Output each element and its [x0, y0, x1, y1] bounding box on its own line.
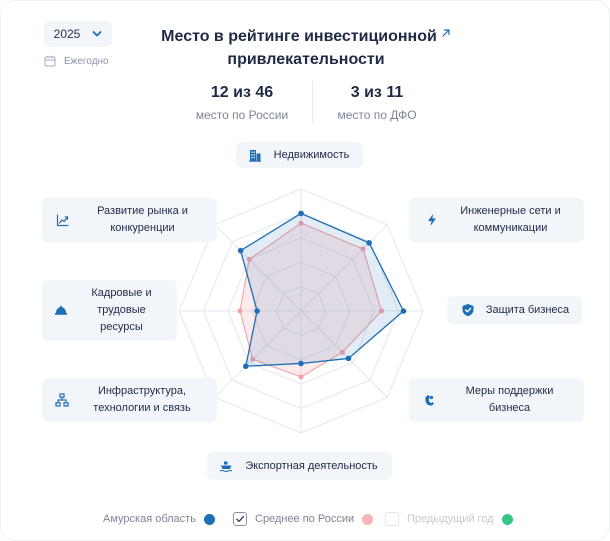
series-russia-avg-point-6 [250, 356, 256, 362]
external-link-icon[interactable] [441, 28, 451, 38]
category-protection[interactable]: Защита бизнеса [447, 296, 582, 324]
series-russia-avg-point-2 [360, 246, 366, 252]
category-infrastructure[interactable]: Инфраструктура, технологии и связь [42, 378, 217, 422]
lightning-icon [428, 214, 436, 226]
chart-legend: Амурская область Среднее по России Преды… [1, 510, 610, 528]
calendar-icon [44, 55, 56, 67]
series-russia-avg-point-1 [298, 220, 304, 226]
legend-prev-year-checkbox[interactable] [385, 512, 399, 526]
legend-russia-checkbox[interactable] [233, 512, 247, 526]
period-label: Ежегодно [44, 55, 109, 67]
stat-dfo-value: 3 из 11 [350, 84, 404, 101]
trend-chart-icon [56, 214, 69, 227]
series-region-point-8 [237, 247, 244, 254]
checkmark-icon [236, 515, 245, 523]
category-infrastructure-line1: Инфраструктура, [97, 385, 187, 397]
legend-russia-label: Среднее по России [255, 513, 355, 525]
series-russia-avg-point-3 [379, 308, 385, 314]
network-icon [55, 393, 69, 407]
category-hr[interactable]: Кадровые и трудовые ресурсы [42, 280, 177, 341]
ship-icon [219, 461, 233, 472]
legend-prev-year[interactable]: Предыдущий год [385, 510, 513, 528]
period-text: Ежегодно [64, 55, 109, 67]
radar-spoke-8 [214, 224, 302, 312]
category-engineering-line1: Инженерные сети и [460, 205, 561, 217]
series-region-point-1 [298, 210, 304, 217]
legend-russia-dot [362, 513, 374, 525]
page-title[interactable]: Место в рейтинге инвестиционной привлека… [151, 25, 461, 71]
category-market-line1: Развитие рынка и [97, 205, 188, 217]
category-hr-line1: Кадровые и [91, 287, 152, 299]
year-select[interactable]: 2025 [44, 21, 112, 47]
category-hr-line2: трудовые [97, 304, 146, 316]
building-icon [249, 150, 261, 162]
series-region-point-3 [400, 308, 407, 314]
legend-region-label: Амурская область [103, 513, 196, 525]
category-market-line2: конкуренции [110, 222, 175, 234]
category-infrastructure-line2: технологии и связь [93, 402, 191, 414]
legend-region-dot [203, 513, 215, 525]
category-export-label: Экспортная деятельность [245, 459, 378, 472]
category-engineering[interactable]: Инженерные сети и коммуникации [409, 198, 584, 242]
category-market[interactable]: Развитие рынка и конкуренции [42, 198, 217, 242]
series-russia-avg-point-5 [298, 374, 304, 380]
stat-divider [312, 81, 313, 123]
stat-russia-value: 12 из 46 [210, 84, 274, 101]
title-line1: Место в рейтинге инвестиционной [161, 28, 437, 45]
category-support[interactable]: Меры поддержки бизнеса [409, 378, 584, 422]
category-protection-label: Защита бизнеса [485, 303, 570, 316]
year-value: 2025 [53, 27, 81, 41]
series-russia-avg-point-7 [237, 308, 243, 314]
legend-region[interactable]: Амурская область [103, 510, 215, 528]
legend-prev-year-dot [501, 513, 513, 525]
radar-spoke-2 [300, 224, 388, 312]
series-region-point-2 [366, 240, 372, 246]
category-realty[interactable]: Недвижимость [236, 142, 363, 168]
stat-russia-label: место по России [195, 108, 289, 122]
hand-support-icon [425, 395, 434, 406]
series-region-point-6 [242, 363, 249, 370]
category-realty-label: Недвижимость [273, 148, 350, 161]
category-engineering-line2: коммуникации [473, 222, 548, 234]
title-line2: привлекательности [227, 51, 385, 68]
category-hr-line3: ресурсы [100, 321, 143, 333]
series-region-point-4 [345, 355, 352, 362]
series-region-point-7 [254, 308, 260, 314]
shield-icon [462, 304, 474, 317]
radar-spoke-6 [214, 310, 302, 398]
helmet-icon [55, 305, 67, 315]
legend-russia-avg[interactable]: Среднее по России [233, 510, 374, 528]
legend-prev-year-label: Предыдущий год [407, 513, 494, 525]
series-russia-avg-point-8 [246, 256, 252, 262]
category-support-line2: бизнеса [488, 402, 531, 414]
series-region-area [239, 212, 405, 367]
series-region-point-5 [298, 360, 304, 367]
stat-dfo: 3 из 11 место по ДФО [326, 84, 428, 122]
chevron-down-icon [92, 31, 102, 37]
series-russia-avg-point-4 [339, 349, 345, 355]
category-support-line1: Меры поддержки [465, 385, 554, 397]
category-export[interactable]: Экспортная деятельность [207, 452, 392, 480]
stat-russia: 12 из 46 место по России [186, 84, 298, 122]
stat-dfo-label: место по ДФО [337, 108, 417, 122]
